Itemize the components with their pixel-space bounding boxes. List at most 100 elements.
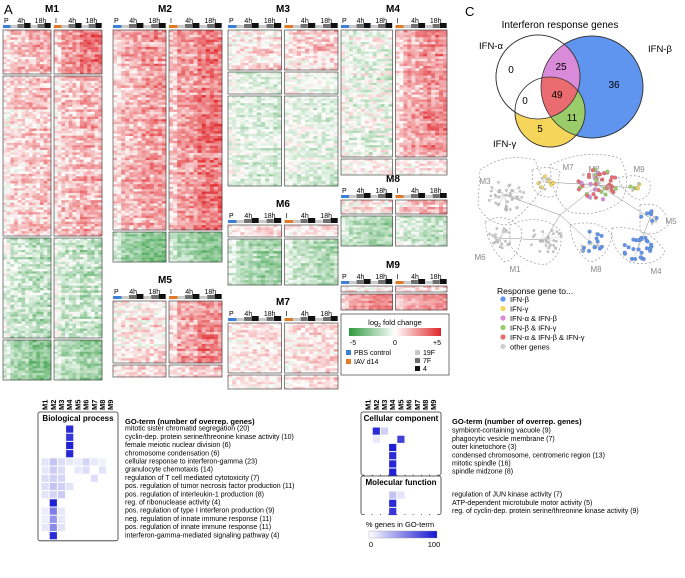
- network-node: [559, 232, 563, 236]
- network-node: [582, 173, 585, 177]
- hull-m7: [531, 167, 561, 198]
- network-node: [589, 242, 592, 246]
- go-cell: [41, 499, 49, 507]
- genotype-bar: [251, 316, 259, 321]
- col-label-group: P: [229, 18, 234, 25]
- panel-letter-c: C: [465, 4, 474, 19]
- genotype-bar: [439, 193, 447, 198]
- network-legend-label: IFN-α & IFN-β: [510, 314, 558, 323]
- go-cell: [74, 515, 82, 523]
- genotype-bar: [128, 295, 137, 299]
- go-cell: [57, 458, 66, 466]
- network-legend-dot: [500, 305, 506, 312]
- go-cell: [90, 482, 98, 491]
- network-legend-label: IFN-β & IFN-γ: [510, 324, 557, 333]
- go-term-label: symbiont-containing vacuole (9): [452, 428, 551, 435]
- genotype-bar: [259, 220, 267, 223]
- go-cell: [41, 433, 49, 441]
- go-cell: [413, 491, 421, 499]
- col-label-group: P: [114, 289, 119, 296]
- venn-label-gamma: IFN-γ: [493, 139, 516, 150]
- go-cell: [98, 499, 107, 507]
- genotype-bar: [308, 218, 316, 223]
- network-node: [547, 246, 551, 250]
- network-node: [586, 249, 591, 254]
- network-node: [628, 184, 633, 189]
- genotype-bar: [184, 295, 193, 299]
- go-col-label: M7: [413, 400, 422, 410]
- genotype-bar: [75, 23, 82, 28]
- genotype-bar: [323, 219, 331, 223]
- go-cell: [107, 499, 115, 507]
- legend-7f-swatch: [415, 358, 420, 363]
- col-label-4h: 4h: [68, 18, 76, 25]
- venn-n-beta-gamma: 11: [567, 113, 578, 124]
- go-cell: [98, 466, 107, 474]
- go-cell: [49, 441, 57, 450]
- genotype-bar: [439, 23, 447, 28]
- module-title-m7: M7: [276, 297, 290, 308]
- venn-label-alpha: IFN-α: [479, 41, 503, 52]
- heatmap-m1-pbs-block-1: [2, 75, 52, 237]
- go-mf: Molecular function regulation of JUN kina…: [360, 475, 639, 516]
- go-term-label: phagocytic vesicle membrane (7): [452, 436, 555, 443]
- network-node: [613, 186, 618, 191]
- go-col-label: M5: [73, 400, 82, 410]
- genotype-bar: [177, 296, 185, 299]
- heatmap-m9-pbs-block-0: [340, 285, 393, 293]
- go-term-label: cyclin-dep. protein serine/threonine kin…: [125, 434, 294, 441]
- group-bar: [395, 25, 404, 28]
- network-node: [538, 186, 542, 189]
- network-node: [631, 189, 634, 192]
- heatmap-m1-iav-block-1: [53, 75, 103, 237]
- go-cell: [66, 532, 74, 540]
- network-node: [552, 244, 556, 247]
- go-col-label: M2: [372, 400, 381, 410]
- go-cell: [98, 515, 107, 523]
- network-node: [497, 195, 501, 199]
- network-legend-dot: [500, 315, 506, 321]
- go-cell: [430, 460, 438, 468]
- go-cell: [49, 523, 57, 532]
- go-bp: M1 M2 M3 M4 M5 M6 M7 M8 M9 Biological process mito…: [37, 399, 295, 542]
- heatmap-m1-pbs-block-0: [2, 29, 52, 75]
- go-cell: [421, 452, 430, 460]
- group-bar: [395, 281, 404, 284]
- go-cell: [430, 499, 438, 507]
- heatmap-m5: P 4h 18h I 4h 18h: [112, 289, 223, 378]
- heatmap-m3-iav-block-0: [284, 29, 339, 71]
- go-cell: [372, 443, 380, 452]
- legend-min: -5: [350, 340, 356, 347]
- genotype-bar: [251, 218, 259, 223]
- go-term-label: regulation of JUN kinase activity (7): [452, 492, 562, 499]
- col-label-4h: 4h: [357, 274, 365, 281]
- network-node: [510, 189, 513, 192]
- heatmap-panel: M1 M2 M3 M4 M5 M6 M7 M8 M9 P 4h 18h I 4h 18h P…: [2, 4, 448, 390]
- network-node: [494, 194, 498, 198]
- go-cell: [421, 427, 430, 435]
- col-label-18h: 18h: [86, 18, 98, 25]
- go-cell: [49, 491, 57, 499]
- go-cell: [107, 433, 115, 441]
- genotype-bar: [403, 195, 411, 198]
- network-edge: [499, 237, 546, 241]
- network-node: [551, 180, 556, 185]
- col-label-18h: 18h: [375, 18, 387, 25]
- network-node: [540, 238, 544, 242]
- go-cell: [57, 491, 66, 499]
- go-cell: [74, 507, 82, 515]
- go-cell: [364, 491, 372, 499]
- go-cell: [90, 523, 98, 532]
- network-legend-dot: [500, 296, 506, 302]
- go-cell: [413, 460, 421, 468]
- genotype-bar: [425, 281, 433, 284]
- group-bar: [3, 25, 11, 28]
- legend-iav-swatch: [346, 359, 351, 364]
- go-term-label: chromosome condensation (6): [125, 450, 220, 457]
- venn-title: Interferon response genes: [502, 20, 619, 31]
- network-edges: [489, 169, 655, 260]
- group-bar: [228, 318, 237, 321]
- heatmap-m3-iav-block-1: [284, 71, 339, 95]
- go-cell: [397, 460, 405, 468]
